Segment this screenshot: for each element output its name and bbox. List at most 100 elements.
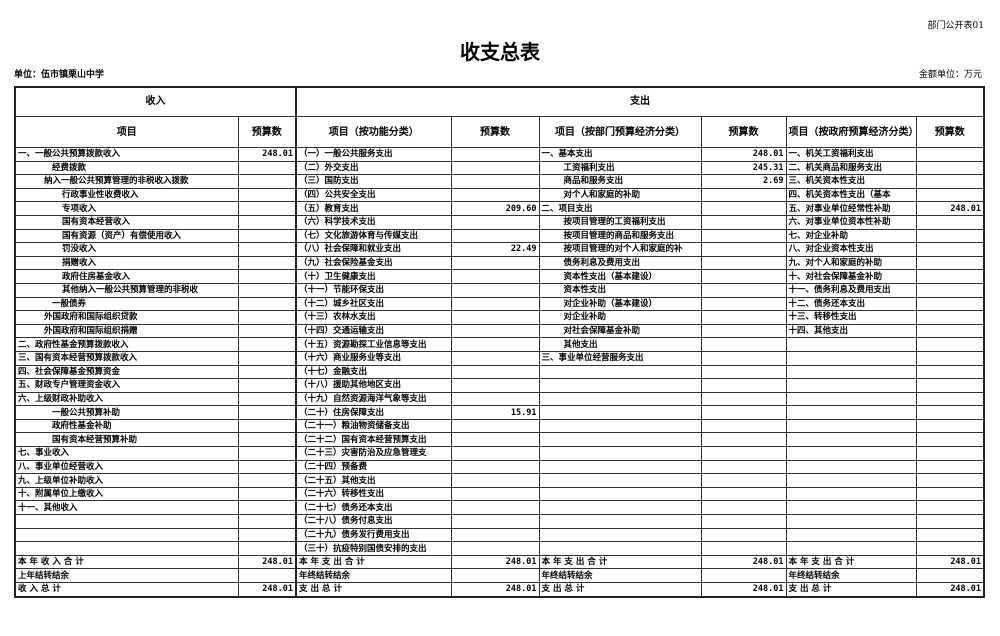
dept-econ-item	[538, 514, 702, 529]
function-amount	[450, 350, 540, 366]
function-amount	[450, 282, 540, 298]
function-amount	[450, 378, 540, 393]
function-item: （一）一般公共服务支出	[295, 147, 452, 162]
dept-econ-amount	[700, 391, 787, 407]
table-row: （二十九）债务发行费用支出	[14, 527, 985, 543]
income-amount	[237, 405, 297, 420]
dept-econ-amount	[700, 459, 787, 475]
income-amount	[237, 201, 297, 216]
income-total-label: 上年结转结余	[14, 568, 239, 583]
table-row: 五、财政专户管理资金收入 （十八）援助其他地区支出	[14, 378, 985, 393]
gov-econ-item: 一、机关工资福利支出	[785, 147, 917, 162]
gov-econ-item: 七、对企业补助	[785, 228, 917, 244]
table-row: 三、国有资本经营预算拨款收入 （十六）商业服务业等支出 三、事业单位经营服务支出	[14, 350, 985, 366]
income-item: 五、财政专户管理资金收入	[14, 378, 239, 393]
function-item: （二十三）灾害防治及应急管理支	[295, 446, 452, 461]
gov-econ-item	[785, 446, 917, 461]
col-header: 预算数	[237, 116, 297, 148]
col-header: 预算数	[700, 116, 787, 148]
gov-econ-item: 八、对企业资本性支出	[785, 242, 917, 257]
budget-summary-table: 收入 支出 项目 预算数 项目（按功能分类） 预算数 项目（按部门预算经济分类）…	[14, 86, 986, 598]
income-item: 专项收入	[14, 201, 239, 216]
dept-econ-item: 按项目管理的对个人和家庭的补	[538, 242, 702, 257]
income-item: 六、上级财政补助收入	[14, 391, 239, 407]
gov-econ-amount	[915, 269, 985, 284]
table-row: 国有资源（资产）有偿使用收入 （七）文化旅游体育与传媒支出 按项目管理的商品和服务支…	[14, 228, 985, 244]
income-item: 三、国有资本经营预算拨款收入	[14, 350, 239, 366]
function-total-amount: 248.01	[450, 581, 540, 598]
gov-econ-item	[785, 541, 917, 556]
gov-econ-item: 三、机关资本性支出	[785, 174, 917, 189]
income-item	[14, 541, 239, 556]
gov-econ-amount	[915, 527, 985, 543]
dept-econ-item	[538, 473, 702, 488]
dept-econ-item: 资本性支出	[538, 282, 702, 298]
total-row: 上年结转结余 年终结转结余 年终结转结余 年终结转结余	[14, 568, 985, 583]
dept-econ-amount	[700, 418, 787, 434]
function-total-amount: 248.01	[450, 554, 540, 570]
gov-econ-amount	[915, 350, 985, 366]
function-total-label: 年终结转结余	[295, 568, 452, 583]
gov-econ-item	[785, 473, 917, 488]
income-header: 收入	[14, 86, 297, 117]
gov-econ-item	[785, 500, 917, 516]
dept-econ-amount	[700, 296, 787, 312]
income-amount	[237, 514, 297, 529]
dept-econ-amount	[700, 446, 787, 461]
dept-econ-item: 三、事业单位经营服务支出	[538, 350, 702, 366]
income-total-amount	[237, 568, 297, 583]
income-item: 政府性基金补助	[14, 418, 239, 434]
dept-total-label: 支 出 总 计	[538, 581, 702, 598]
col-header: 预算数	[915, 116, 985, 148]
gov-econ-amount	[915, 432, 985, 448]
table-row: （二十八）债务付息支出	[14, 514, 985, 529]
function-item: （十二）城乡社区支出	[295, 296, 452, 312]
dept-econ-item: 一、基本支出	[538, 147, 702, 162]
function-amount: 15.91	[450, 405, 540, 420]
gov-econ-item: 六、对事业单位资本性补助	[785, 214, 917, 230]
table-row: 九、上级单位补助收入 （二十五）其他支出	[14, 473, 985, 488]
gov-econ-item	[785, 486, 917, 502]
dept-econ-amount	[700, 310, 787, 325]
dept-econ-item: 债务利息及费用支出	[538, 255, 702, 271]
dept-econ-amount	[700, 255, 787, 271]
gov-econ-amount	[915, 541, 985, 556]
gov-econ-amount	[915, 214, 985, 230]
function-item: （十七）金融支出	[295, 364, 452, 380]
function-item: （八）社会保障和就业支出	[295, 242, 452, 257]
function-item: （六）科学技术支出	[295, 214, 452, 230]
dept-econ-item	[538, 446, 702, 461]
dept-econ-item: 按项目管理的商品和服务支出	[538, 228, 702, 244]
income-item: 其他纳入一般公共预算管理的非税收	[14, 282, 239, 298]
table-row: 其他纳入一般公共预算管理的非税收 （十一）节能环保支出 资本性支出 十一、债务利息及费…	[14, 282, 985, 298]
money-unit-label: 金额单位：万元	[918, 70, 982, 80]
function-item: （七）文化旅游体育与传媒支出	[295, 228, 452, 244]
table-row: 十一、其他收入 （二十七）债务还本支出	[14, 500, 985, 516]
table-row: 外国政府和国际组织捐赠 （十四）交通运输支出 对社会保障基金补助 十四、其他支出	[14, 323, 985, 339]
gov-econ-amount	[915, 405, 985, 420]
function-amount	[450, 187, 540, 203]
gov-econ-item: 十二、债务还本支出	[785, 296, 917, 312]
function-item: （二十八）债务付息支出	[295, 514, 452, 529]
gov-econ-item: 二、机关商品和服务支出	[785, 160, 917, 176]
income-item: 外国政府和国际组织捐赠	[14, 323, 239, 339]
function-amount	[450, 500, 540, 516]
function-amount	[450, 391, 540, 407]
table-row: 一、一般公共预算拨款收入 248.01 （一）一般公共服务支出 一、基本支出 248.0…	[14, 147, 985, 162]
function-item: （二十二）国有资本经营预算支出	[295, 432, 452, 448]
dept-econ-amount	[700, 228, 787, 244]
dept-econ-amount	[700, 201, 787, 216]
dept-econ-amount	[700, 486, 787, 502]
gov-econ-amount	[915, 418, 985, 434]
gov-econ-amount	[915, 500, 985, 516]
function-amount	[450, 473, 540, 488]
dept-total-amount: 248.01	[700, 554, 787, 570]
function-amount	[450, 418, 540, 434]
gov-total-amount	[915, 568, 985, 583]
income-amount	[237, 310, 297, 325]
unit-label: 单位：伍市镇栗山中学	[14, 70, 105, 80]
table-row: 国有资本经营收入 （六）科学技术支出 按项目管理的工资福利支出 六、对事业单位资本性补…	[14, 214, 985, 230]
income-total-amount: 248.01	[237, 554, 297, 570]
function-amount	[450, 514, 540, 529]
income-amount	[237, 337, 297, 352]
